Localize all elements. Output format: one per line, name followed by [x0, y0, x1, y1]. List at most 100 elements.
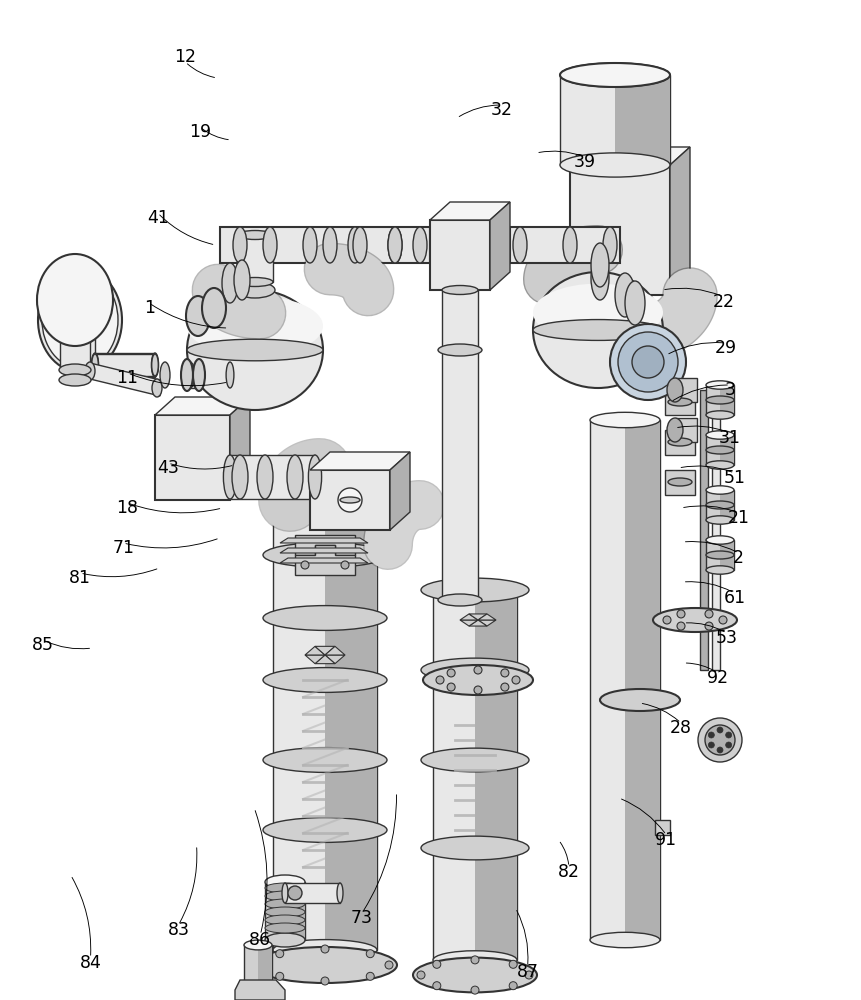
Ellipse shape — [387, 227, 401, 263]
Text: 3: 3 — [724, 381, 734, 399]
Polygon shape — [705, 435, 734, 465]
Ellipse shape — [264, 891, 305, 901]
Ellipse shape — [264, 923, 305, 933]
Ellipse shape — [532, 320, 662, 340]
Ellipse shape — [91, 353, 98, 377]
Text: 84: 84 — [79, 954, 102, 972]
Polygon shape — [314, 655, 335, 664]
Ellipse shape — [560, 153, 669, 177]
Polygon shape — [460, 620, 478, 626]
Text: 82: 82 — [557, 863, 579, 881]
Ellipse shape — [152, 353, 158, 377]
Ellipse shape — [264, 933, 305, 947]
Ellipse shape — [705, 381, 734, 389]
Circle shape — [676, 622, 684, 630]
Polygon shape — [432, 590, 517, 960]
Ellipse shape — [91, 354, 98, 376]
Bar — [674, 418, 697, 442]
Text: 91: 91 — [654, 831, 677, 849]
Ellipse shape — [705, 486, 734, 494]
Text: 32: 32 — [490, 101, 512, 119]
Circle shape — [320, 945, 329, 953]
Text: 2: 2 — [733, 549, 743, 567]
Ellipse shape — [653, 608, 736, 632]
Polygon shape — [294, 535, 355, 555]
Polygon shape — [489, 202, 510, 290]
Ellipse shape — [237, 231, 273, 239]
Text: 29: 29 — [714, 339, 736, 357]
Ellipse shape — [432, 581, 517, 599]
Ellipse shape — [264, 875, 305, 889]
Bar — [711, 390, 719, 670]
Circle shape — [704, 610, 712, 618]
Polygon shape — [95, 353, 155, 377]
Text: 1: 1 — [144, 299, 154, 317]
Circle shape — [617, 332, 678, 392]
Polygon shape — [474, 590, 517, 960]
Ellipse shape — [666, 418, 682, 442]
Ellipse shape — [705, 411, 734, 419]
Circle shape — [447, 669, 455, 677]
Ellipse shape — [562, 227, 576, 263]
Polygon shape — [624, 420, 660, 940]
Polygon shape — [273, 490, 376, 950]
Polygon shape — [478, 620, 495, 626]
Circle shape — [524, 971, 532, 979]
Ellipse shape — [705, 516, 734, 524]
Circle shape — [500, 669, 508, 677]
Text: 83: 83 — [167, 921, 189, 939]
Polygon shape — [325, 655, 344, 664]
Ellipse shape — [226, 362, 233, 388]
Polygon shape — [430, 202, 510, 220]
Text: 21: 21 — [727, 509, 749, 527]
Bar — [654, 820, 669, 835]
Bar — [699, 390, 707, 670]
Circle shape — [276, 972, 283, 980]
Text: 73: 73 — [350, 909, 373, 927]
Polygon shape — [478, 614, 495, 620]
Ellipse shape — [263, 227, 276, 263]
Text: 92: 92 — [706, 669, 728, 687]
Ellipse shape — [614, 273, 635, 317]
Polygon shape — [569, 165, 669, 295]
Polygon shape — [614, 75, 669, 165]
Polygon shape — [468, 614, 486, 620]
Ellipse shape — [532, 284, 662, 342]
Polygon shape — [460, 614, 478, 620]
Polygon shape — [294, 545, 355, 575]
Ellipse shape — [591, 243, 608, 287]
Circle shape — [708, 732, 714, 738]
Polygon shape — [310, 470, 389, 530]
Ellipse shape — [263, 606, 387, 630]
Text: 18: 18 — [116, 499, 139, 517]
Circle shape — [716, 747, 722, 753]
Polygon shape — [187, 362, 230, 388]
Text: 41: 41 — [146, 209, 169, 227]
Polygon shape — [589, 420, 660, 940]
Circle shape — [288, 886, 301, 900]
Polygon shape — [90, 363, 160, 396]
Polygon shape — [719, 490, 734, 520]
Ellipse shape — [589, 932, 660, 948]
Circle shape — [417, 971, 424, 979]
Polygon shape — [719, 385, 734, 415]
Circle shape — [366, 972, 374, 980]
Polygon shape — [314, 646, 335, 655]
Polygon shape — [60, 300, 90, 370]
Ellipse shape — [273, 940, 376, 960]
Polygon shape — [65, 320, 95, 375]
Circle shape — [610, 324, 685, 400]
Ellipse shape — [287, 455, 303, 499]
Circle shape — [276, 950, 283, 958]
Ellipse shape — [264, 883, 305, 893]
Circle shape — [509, 960, 517, 968]
Polygon shape — [325, 490, 376, 950]
Ellipse shape — [264, 899, 305, 909]
Polygon shape — [244, 945, 272, 990]
Polygon shape — [230, 455, 314, 499]
Polygon shape — [285, 882, 305, 940]
Circle shape — [436, 676, 443, 684]
Circle shape — [470, 956, 479, 964]
Polygon shape — [560, 75, 669, 165]
Ellipse shape — [705, 446, 734, 454]
